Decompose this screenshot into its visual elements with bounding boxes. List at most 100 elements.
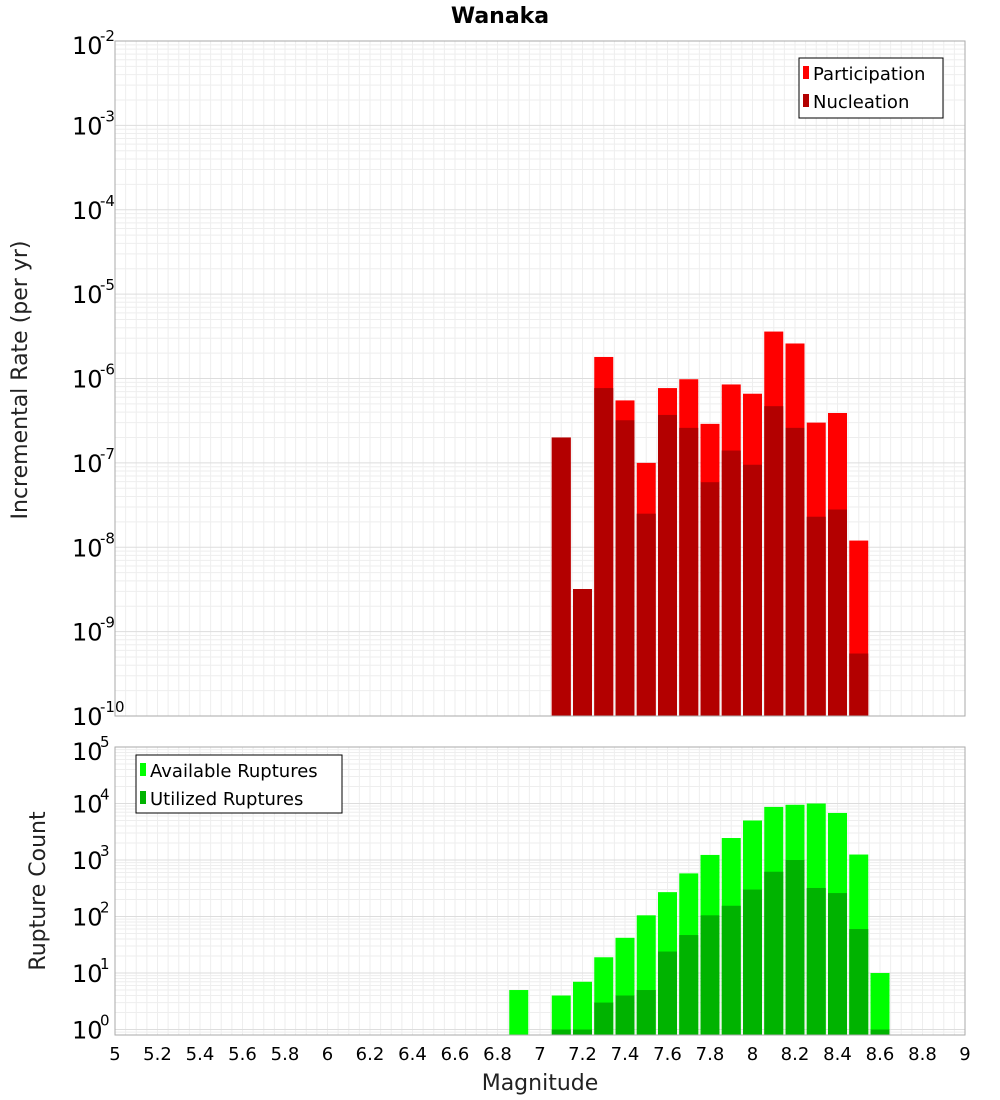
y-tick-label: 10 bbox=[72, 1017, 103, 1045]
x-tick-label: 5.4 bbox=[186, 1044, 215, 1065]
nucleation-bar bbox=[636, 513, 656, 716]
x-tick-label: 5 bbox=[109, 1044, 120, 1065]
utilized-ruptures-bar bbox=[849, 929, 869, 1035]
available-ruptures-bar bbox=[551, 995, 571, 1035]
nucleation-bar bbox=[828, 509, 847, 716]
y-tick-label: 10 bbox=[72, 197, 103, 225]
participation-legend-swatch bbox=[803, 66, 809, 79]
count-legend-box bbox=[135, 754, 343, 814]
rate-legend-box bbox=[798, 57, 944, 119]
count-plot-frame bbox=[114, 746, 966, 1036]
y-tick-exponent: -8 bbox=[100, 529, 115, 547]
nucleation-legend-swatch bbox=[803, 94, 809, 107]
y-tick-exponent: -5 bbox=[100, 276, 115, 294]
available-ruptures-legend-swatch bbox=[140, 763, 146, 776]
rate-y-axis-label: Incremental Rate (per yr) bbox=[8, 241, 33, 520]
nucleation-bar bbox=[849, 653, 869, 716]
utilized-ruptures-bar bbox=[806, 887, 826, 1035]
nucleation-bar bbox=[743, 464, 762, 716]
x-tick-label: 5.8 bbox=[271, 1044, 300, 1065]
y-tick-label: 10 bbox=[72, 112, 103, 140]
x-tick-label: 6.4 bbox=[398, 1044, 427, 1065]
available-ruptures-legend-label: Available Ruptures bbox=[150, 761, 318, 782]
nucleation-bar bbox=[700, 482, 720, 716]
participation-legend-label: Participation bbox=[813, 64, 925, 85]
utilized-ruptures-bar bbox=[636, 990, 656, 1035]
x-tick-label: 8.4 bbox=[823, 1044, 852, 1065]
y-tick-exponent: -9 bbox=[100, 614, 115, 632]
count-legend: Available Ruptures Utilized Ruptures bbox=[135, 754, 343, 814]
chart-title: Wanaka bbox=[451, 4, 549, 29]
utilized-ruptures-bar bbox=[700, 915, 720, 1035]
x-tick-label: 8.6 bbox=[866, 1044, 895, 1065]
utilized-ruptures-bar bbox=[679, 935, 699, 1035]
x-tick-label: 6.2 bbox=[356, 1044, 385, 1065]
y-tick-exponent: -3 bbox=[100, 107, 115, 125]
y-tick-label: 10 bbox=[72, 960, 103, 988]
rate-gridlines bbox=[114, 41, 966, 717]
y-tick-label: 10 bbox=[72, 450, 103, 478]
rate-plot-frame bbox=[114, 40, 966, 717]
x-tick-label: 8.8 bbox=[908, 1044, 937, 1065]
y-tick-label: 10 bbox=[72, 366, 103, 394]
x-tick-label: 7 bbox=[534, 1044, 545, 1065]
utilized-ruptures-bar bbox=[658, 951, 677, 1035]
available-ruptures-bar bbox=[509, 990, 529, 1035]
x-tick-label: 7.2 bbox=[568, 1044, 597, 1065]
utilized-ruptures-legend-swatch bbox=[140, 791, 146, 804]
y-tick-exponent: -2 bbox=[100, 27, 115, 45]
y-tick-exponent: -4 bbox=[100, 192, 115, 210]
nucleation-bar bbox=[658, 414, 677, 716]
nucleation-bar bbox=[721, 450, 741, 716]
y-tick-label: 10 bbox=[72, 791, 103, 819]
x-tick-label: 9 bbox=[959, 1044, 970, 1065]
nucleation-legend-label: Nucleation bbox=[813, 92, 909, 113]
x-tick-label: 8.2 bbox=[781, 1044, 810, 1065]
y-tick-label: 10 bbox=[72, 534, 103, 562]
rate-legend: Participation Nucleation bbox=[798, 57, 944, 119]
nucleation-bar bbox=[679, 427, 699, 716]
nucleation-bar bbox=[615, 420, 635, 716]
y-tick-exponent: -10 bbox=[100, 698, 125, 716]
y-tick-label: 10 bbox=[72, 904, 103, 932]
y-tick-exponent: 3 bbox=[100, 842, 110, 860]
x-tick-label: 6.8 bbox=[483, 1044, 512, 1065]
x-tick-labels: 5 5.2 5.4 5.6 5.8 6 6.2 6.4 6.6 6.8 7 7.2 7.4 7.6 7.8 8… bbox=[109, 1044, 970, 1065]
nucleation-bar bbox=[785, 427, 805, 716]
x-tick-label: 5.2 bbox=[143, 1044, 172, 1065]
utilized-ruptures-bar bbox=[615, 995, 635, 1035]
utilized-ruptures-bar bbox=[594, 1002, 614, 1035]
utilized-ruptures-bar bbox=[870, 1029, 890, 1035]
utilized-ruptures-bar bbox=[764, 871, 784, 1035]
y-tick-exponent: 5 bbox=[100, 733, 110, 751]
utilized-ruptures-bar bbox=[785, 860, 805, 1035]
x-tick-label: 6 bbox=[322, 1044, 333, 1065]
x-tick-label: 5.6 bbox=[228, 1044, 257, 1065]
x-axis-label: Magnitude bbox=[482, 1071, 599, 1096]
x-tick-label: 7.4 bbox=[611, 1044, 640, 1065]
nucleation-bars bbox=[551, 388, 869, 716]
y-tick-exponent: 4 bbox=[100, 786, 110, 804]
nucleation-bar bbox=[573, 589, 592, 716]
nucleation-bar bbox=[764, 406, 784, 716]
y-tick-label: 10 bbox=[72, 738, 103, 766]
utilized-ruptures-bar bbox=[721, 905, 741, 1035]
y-tick-label: 10 bbox=[72, 32, 103, 60]
nucleation-bar bbox=[551, 437, 571, 716]
utilized-ruptures-bar bbox=[828, 893, 847, 1035]
available-ruptures-bar bbox=[870, 973, 890, 1035]
y-tick-exponent: 2 bbox=[100, 899, 110, 917]
y-tick-exponent: -6 bbox=[100, 361, 115, 379]
utilized-ruptures-bars bbox=[551, 860, 890, 1035]
x-tick-label: 6.6 bbox=[441, 1044, 470, 1065]
nucleation-bar bbox=[594, 388, 614, 716]
utilized-ruptures-bar bbox=[743, 889, 762, 1035]
y-tick-exponent: -7 bbox=[100, 445, 115, 463]
y-tick-label: 10 bbox=[72, 847, 103, 875]
available-ruptures-bar bbox=[573, 981, 592, 1035]
